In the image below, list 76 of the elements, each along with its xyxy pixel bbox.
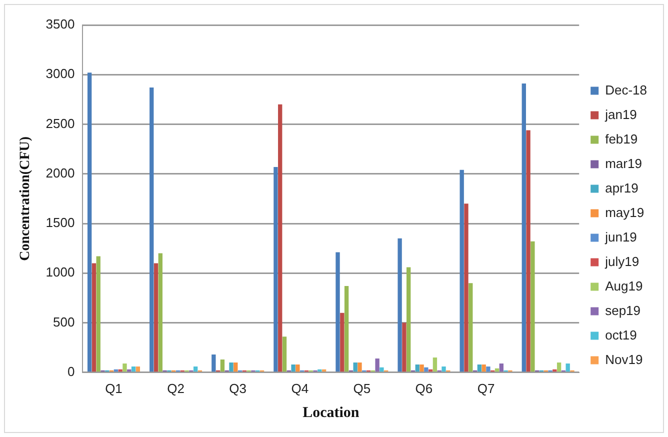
bar bbox=[375, 358, 380, 372]
legend-label: july19 bbox=[604, 254, 640, 269]
x-axis-title: Location bbox=[302, 404, 360, 421]
bar bbox=[96, 256, 100, 372]
y-tick-label: 500 bbox=[53, 314, 75, 330]
bar bbox=[415, 364, 420, 372]
bar bbox=[234, 362, 238, 372]
y-axis-title: Concentration(CFU) bbox=[18, 136, 34, 261]
bar bbox=[150, 88, 154, 372]
bar bbox=[464, 204, 468, 372]
bar bbox=[193, 366, 198, 372]
x-tick-label: Q2 bbox=[167, 380, 184, 396]
legend-label: Nov19 bbox=[605, 352, 643, 367]
legend-label: Aug19 bbox=[605, 278, 643, 294]
bar bbox=[296, 364, 300, 372]
bar bbox=[136, 366, 140, 372]
legend-label: sep19 bbox=[605, 302, 641, 318]
bar bbox=[499, 363, 504, 372]
y-tick-label: 2500 bbox=[46, 116, 75, 131]
y-tick-label: 2000 bbox=[46, 165, 75, 180]
bar bbox=[154, 263, 158, 372]
legend-label: jun19 bbox=[604, 229, 637, 244]
bar bbox=[486, 366, 490, 372]
bar bbox=[118, 369, 122, 372]
bar bbox=[420, 364, 424, 372]
bar bbox=[556, 362, 562, 372]
bar bbox=[336, 252, 340, 372]
y-tick-label: 1500 bbox=[46, 215, 75, 230]
x-tick-label: Q7 bbox=[477, 380, 495, 396]
legend-label: may19 bbox=[605, 204, 644, 220]
bar bbox=[398, 238, 402, 372]
x-tick-label: Q5 bbox=[353, 380, 371, 396]
bar bbox=[353, 362, 358, 372]
legend-label: Dec-18 bbox=[605, 82, 648, 98]
bar bbox=[212, 354, 216, 372]
bar bbox=[432, 358, 438, 372]
x-tick-label: Q3 bbox=[229, 380, 247, 396]
bar bbox=[566, 363, 570, 372]
x-tick-label: Q6 bbox=[415, 380, 433, 396]
y-tick-label: 0 bbox=[67, 364, 75, 379]
bar bbox=[522, 84, 526, 372]
bar bbox=[442, 366, 446, 372]
bar bbox=[530, 241, 535, 372]
bar bbox=[402, 322, 406, 372]
bar bbox=[278, 104, 282, 372]
legend-label: feb19 bbox=[605, 131, 638, 146]
bar bbox=[424, 367, 428, 372]
y-tick-label: 3000 bbox=[46, 66, 75, 82]
bar bbox=[274, 166, 278, 372]
bar bbox=[158, 253, 162, 372]
bar bbox=[468, 283, 473, 372]
bar bbox=[406, 267, 411, 372]
bar bbox=[340, 312, 344, 372]
bar bbox=[477, 364, 482, 372]
bar bbox=[482, 364, 486, 372]
legend-label: mar19 bbox=[605, 156, 642, 171]
bar bbox=[380, 367, 384, 372]
bar bbox=[291, 364, 296, 372]
y-tick-label: 3500 bbox=[46, 16, 75, 32]
bar bbox=[122, 363, 127, 372]
legend-label: oct19 bbox=[605, 327, 637, 342]
bar bbox=[87, 72, 92, 372]
x-tick-label: Q4 bbox=[291, 380, 309, 396]
bar bbox=[344, 286, 349, 372]
bar bbox=[220, 359, 225, 372]
bar bbox=[526, 130, 530, 372]
bar bbox=[92, 263, 96, 372]
y-tick-label: 1000 bbox=[46, 264, 75, 280]
bar bbox=[358, 362, 362, 372]
legend-label: apr19 bbox=[605, 180, 638, 196]
bar bbox=[229, 362, 234, 372]
bar bbox=[460, 170, 464, 372]
x-tick-label: Q1 bbox=[105, 380, 122, 396]
bar bbox=[131, 366, 136, 372]
bar bbox=[282, 336, 287, 372]
legend-label: jan19 bbox=[604, 106, 637, 122]
